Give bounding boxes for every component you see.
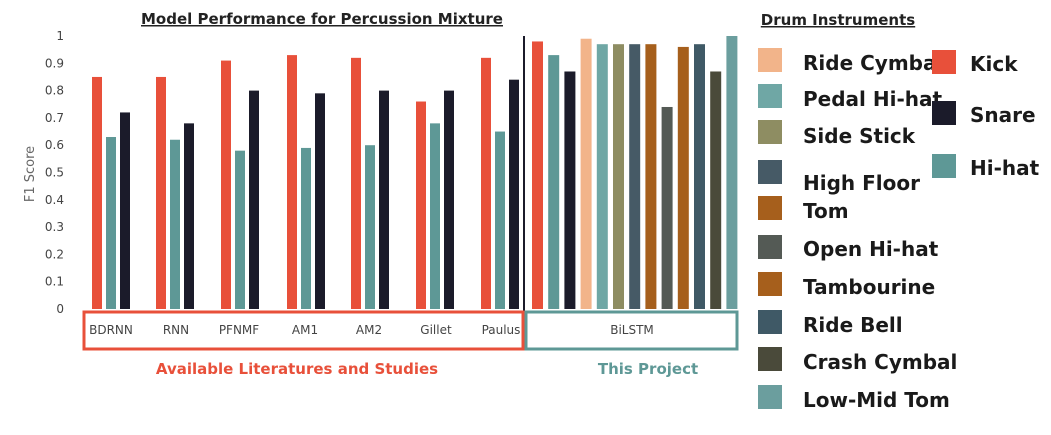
legend-label: Tambourine <box>803 275 935 299</box>
bar-snare <box>120 112 130 309</box>
bar-kick <box>287 55 297 309</box>
legend-swatch <box>932 154 956 178</box>
legend-label: Tom <box>803 199 849 223</box>
bar-kick <box>221 60 231 309</box>
category-label: Gillet <box>420 323 452 337</box>
project-group-label: This Project <box>598 360 698 378</box>
legend-label: Side Stick <box>803 124 916 148</box>
y-tick-label: 0.2 <box>45 247 64 261</box>
legend-swatch <box>758 48 782 72</box>
y-tick-label: 0.5 <box>45 166 64 180</box>
bar-hi-hat <box>430 123 440 309</box>
legend-label: Open Hi-hat <box>803 237 939 261</box>
bar-snare <box>379 90 389 309</box>
y-tick-label: 0.3 <box>45 220 64 234</box>
bar-bilstm-pedal-hi-hat <box>596 44 608 309</box>
legend-label: Ride Bell <box>803 313 903 337</box>
y-axis-ticks: 0 0.1 0.2 0.3 0.4 0.5 0.6 0.7 0.8 0.9 1 <box>45 29 64 316</box>
category-label: AM2 <box>356 323 382 337</box>
bar-hi-hat <box>301 147 311 309</box>
legend-swatch <box>758 385 782 409</box>
bar-kick <box>416 101 426 310</box>
bar-bilstm-ride-bell <box>694 44 705 309</box>
category-labels: BDRNN RNN PFNMF AM1 AM2 Gillet Paulus BiLSTM <box>89 323 654 337</box>
bar-kick <box>481 57 491 310</box>
bar-bilstm-open-hi-hat <box>661 106 673 309</box>
legend-swatch <box>758 310 782 334</box>
legend-swatch <box>758 84 782 108</box>
y-tick-label: 0.8 <box>45 84 64 98</box>
bar-bilstm-crash-cymbal <box>710 71 722 310</box>
literature-group-label: Available Literatures and Studies <box>156 360 438 378</box>
category-label: Paulus <box>482 323 521 337</box>
legend-swatch <box>932 50 956 74</box>
legend-label: Snare <box>970 103 1036 127</box>
legend-title: Drum Instruments <box>761 11 915 29</box>
legend-swatch <box>758 160 782 184</box>
y-tick-label: 0 <box>56 302 64 316</box>
legend-swatch <box>758 272 782 296</box>
legend: Ride Cymbal Pedal Hi-hat Side Stick High Fl… <box>758 48 1040 412</box>
bar-hi-hat <box>365 145 375 309</box>
y-tick-label: 1 <box>56 29 64 43</box>
bar-snare <box>184 123 194 309</box>
y-tick-label: 0.1 <box>45 275 64 289</box>
y-tick-label: 0.7 <box>45 111 64 125</box>
project-box <box>524 310 739 351</box>
legend-label: Ride Cymbal <box>803 51 943 75</box>
legend-label: Low-Mid Tom <box>803 388 950 412</box>
bar-kick <box>351 57 361 310</box>
bar-bilstm-hi-hat <box>548 55 560 309</box>
bar-bilstm-kick <box>532 41 543 310</box>
category-label: AM1 <box>292 323 318 337</box>
y-tick-label: 0.4 <box>45 193 64 207</box>
bar-snare <box>509 79 519 310</box>
legend-swatch <box>758 235 782 259</box>
category-label: RNN <box>163 323 189 337</box>
bar-snare <box>249 90 259 309</box>
bar-hi-hat <box>235 150 245 309</box>
legend-swatch <box>758 196 782 220</box>
y-tick-label: 0.9 <box>45 56 64 70</box>
bar-bilstm-high-floor-tom <box>629 44 641 309</box>
bar-bilstm-side-stick <box>613 44 624 309</box>
bar-hi-hat <box>495 131 505 309</box>
bar-hi-hat <box>170 139 180 309</box>
legend-swatch <box>758 347 782 371</box>
category-label: PFNMF <box>219 323 259 337</box>
legend-label: Pedal Hi-hat <box>803 87 942 111</box>
legend-swatch <box>758 120 782 144</box>
bar-snare <box>315 93 325 309</box>
chart-title: Model Performance for Percussion Mixture <box>141 10 503 28</box>
legend-label: Hi-hat <box>970 156 1040 180</box>
literature-box <box>82 310 525 351</box>
legend-swatch <box>932 101 956 125</box>
bar-bilstm-tambourine <box>677 46 689 310</box>
category-label: BiLSTM <box>610 323 654 337</box>
category-label: BDRNN <box>89 323 133 337</box>
bar-snare <box>444 90 454 309</box>
bar-bilstm-low-mid-tom <box>726 36 738 309</box>
y-tick-label: 0.6 <box>45 138 64 152</box>
bars <box>92 36 738 310</box>
y-axis-label: F1 Score <box>23 146 38 202</box>
bar-hi-hat <box>106 137 116 309</box>
bar-bilstm-ride-cymbal <box>580 38 592 309</box>
bar-bilstm-snare <box>564 71 576 310</box>
legend-label: Kick <box>970 52 1018 76</box>
bar-bilstm-tambourine <box>645 44 657 309</box>
legend-label: High Floor <box>803 171 920 195</box>
legend-label: Crash Cymbal <box>803 350 957 374</box>
bar-kick <box>156 76 166 309</box>
bar-kick <box>92 76 102 309</box>
